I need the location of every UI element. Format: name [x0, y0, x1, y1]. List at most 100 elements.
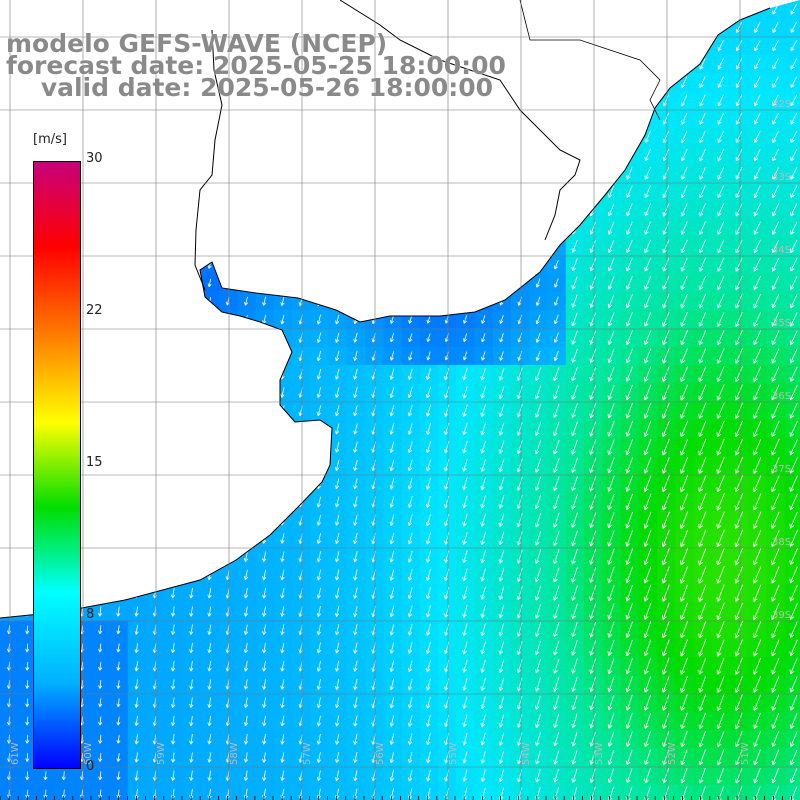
wind-cell — [346, 547, 366, 567]
wind-arrow — [207, 661, 212, 672]
wind-arrow — [716, 584, 725, 603]
wind-cell — [328, 237, 348, 257]
wind-cell — [766, 748, 786, 768]
wind-arrow — [753, 384, 762, 401]
wind-cell — [529, 419, 549, 439]
wind-arrow — [171, 114, 176, 123]
wind-cell — [766, 200, 786, 220]
wind-cell — [146, 492, 165, 512]
wind-arrow — [25, 296, 30, 307]
wind-arrow — [498, 476, 505, 491]
wind-cell — [492, 711, 512, 731]
wind-cell — [584, 237, 603, 257]
wind-arrow — [534, 421, 542, 436]
wind-cell — [638, 693, 658, 713]
wind-arrow — [644, 167, 651, 180]
wind-arrow — [680, 185, 688, 199]
wind-arrow — [772, 130, 779, 144]
wind-arrow — [280, 113, 285, 124]
wind-cell — [638, 401, 658, 421]
wind-arrow — [662, 149, 670, 162]
wind-cell — [328, 328, 348, 348]
wind-arrow — [189, 624, 194, 635]
wind-cell — [456, 620, 476, 640]
wind-arrow — [771, 384, 780, 401]
wind-arrow — [589, 475, 597, 492]
wind-arrow — [462, 386, 468, 399]
wind-cell — [292, 511, 311, 530]
wind-arrow — [462, 422, 468, 436]
wind-arrow — [717, 239, 725, 254]
wind-arrow — [171, 150, 176, 160]
wind-arrow — [25, 496, 30, 507]
wind-arrow — [189, 150, 194, 160]
wind-cell — [693, 200, 713, 220]
wind-arrow — [589, 566, 597, 583]
wind-arrow — [535, 132, 541, 142]
wind-cell — [456, 657, 476, 676]
wind-arrow — [316, 551, 322, 563]
wind-cell — [328, 310, 348, 330]
wind-cell — [766, 346, 786, 366]
wind-cell — [657, 492, 676, 512]
wind-cell — [310, 255, 330, 275]
wind-arrow — [171, 278, 176, 288]
wind-arrow — [408, 333, 413, 343]
wind-arrow — [753, 566, 762, 584]
wind-cell — [182, 164, 202, 184]
wind-arrow — [553, 168, 559, 179]
wind-arrow — [571, 512, 578, 528]
lat-label: 35S — [772, 318, 791, 329]
wind-cell — [127, 492, 147, 512]
wind-arrow — [134, 569, 139, 581]
wind-arrow — [589, 294, 597, 309]
wind-cell — [219, 237, 238, 257]
wind-arrow — [189, 114, 194, 123]
wind-cell — [146, 237, 165, 257]
wind-cell — [784, 401, 800, 421]
wind-arrow — [316, 587, 322, 599]
wind-arrow — [753, 457, 762, 474]
wind-arrow — [189, 242, 194, 251]
wind-cell — [784, 766, 800, 786]
wind-cell — [730, 693, 749, 713]
wind-cell — [547, 146, 567, 165]
wind-cell — [529, 219, 549, 238]
wind-arrow — [734, 438, 743, 456]
wind-arrow — [643, 384, 652, 401]
wind-cell — [419, 730, 439, 749]
wind-cell — [638, 511, 658, 530]
wind-arrow — [262, 387, 267, 398]
wind-cell — [529, 0, 549, 19]
wind-arrow — [516, 367, 523, 381]
wind-cell — [346, 255, 366, 275]
wind-cell — [164, 711, 184, 731]
wind-arrow — [571, 330, 578, 345]
wind-cell — [565, 419, 585, 439]
wind-arrow — [207, 734, 212, 745]
wind-cell — [200, 657, 220, 676]
wind-cell — [419, 127, 439, 147]
wind-cell — [0, 109, 19, 129]
colorbar-tick-8: 8 — [86, 607, 95, 622]
wind-arrow — [625, 457, 633, 474]
wind-arrow — [753, 475, 762, 493]
wind-cell — [273, 620, 293, 640]
wind-arrow — [426, 187, 431, 197]
wind-cell — [657, 419, 676, 439]
wind-arrow — [390, 242, 395, 251]
wind-arrow — [681, 130, 688, 144]
wind-cell — [91, 383, 111, 403]
wind-cell — [182, 310, 202, 330]
wind-arrow — [499, 22, 504, 33]
wind-arrow — [626, 185, 633, 199]
wind-arrow — [170, 423, 176, 435]
wind-cell — [748, 419, 768, 439]
wind-arrow — [189, 697, 194, 708]
wind-cell — [748, 109, 768, 129]
wind-arrow — [589, 750, 596, 765]
wind-cell — [109, 328, 129, 348]
wind-arrow — [280, 4, 285, 15]
wind-cell — [164, 200, 184, 220]
